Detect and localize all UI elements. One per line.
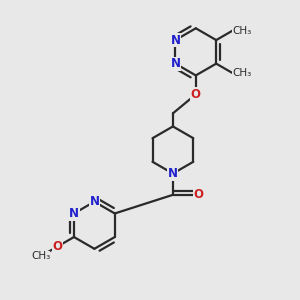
Text: N: N bbox=[170, 57, 180, 70]
Text: N: N bbox=[170, 34, 180, 46]
Text: N: N bbox=[89, 195, 99, 208]
Text: CH₃: CH₃ bbox=[31, 251, 50, 261]
Text: O: O bbox=[191, 88, 201, 101]
Text: N: N bbox=[168, 167, 178, 180]
Text: O: O bbox=[52, 240, 62, 253]
Text: CH₃: CH₃ bbox=[232, 68, 252, 78]
Text: N: N bbox=[69, 207, 79, 220]
Text: CH₃: CH₃ bbox=[232, 26, 252, 36]
Text: O: O bbox=[193, 188, 203, 201]
